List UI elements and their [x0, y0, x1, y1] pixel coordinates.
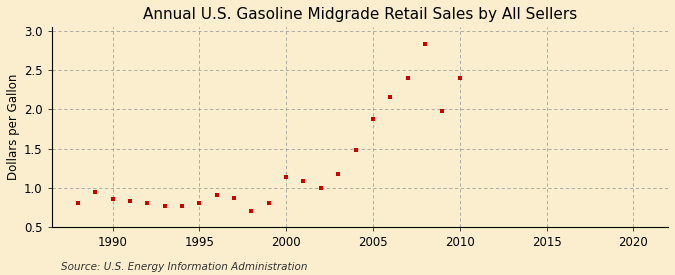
Point [211, 193, 222, 198]
Title: Annual U.S. Gasoline Midgrade Retail Sales by All Sellers: Annual U.S. Gasoline Midgrade Retail Sal… [143, 7, 577, 22]
Point [229, 196, 240, 200]
Point [177, 204, 188, 209]
Point [402, 76, 413, 80]
Point [263, 200, 274, 205]
Point [281, 175, 292, 179]
Point [194, 201, 205, 205]
Point [437, 109, 448, 113]
Point [385, 95, 396, 99]
Point [142, 201, 153, 205]
Point [367, 117, 378, 121]
Point [90, 189, 101, 194]
Point [315, 185, 326, 190]
Point [350, 148, 361, 152]
Point [72, 201, 83, 205]
Point [159, 204, 170, 208]
Point [107, 197, 118, 202]
Point [124, 199, 135, 203]
Point [246, 209, 256, 213]
Point [420, 42, 431, 46]
Point [298, 179, 309, 184]
Point [454, 76, 465, 80]
Y-axis label: Dollars per Gallon: Dollars per Gallon [7, 74, 20, 180]
Point [333, 171, 344, 176]
Text: Source: U.S. Energy Information Administration: Source: U.S. Energy Information Administ… [61, 262, 307, 272]
